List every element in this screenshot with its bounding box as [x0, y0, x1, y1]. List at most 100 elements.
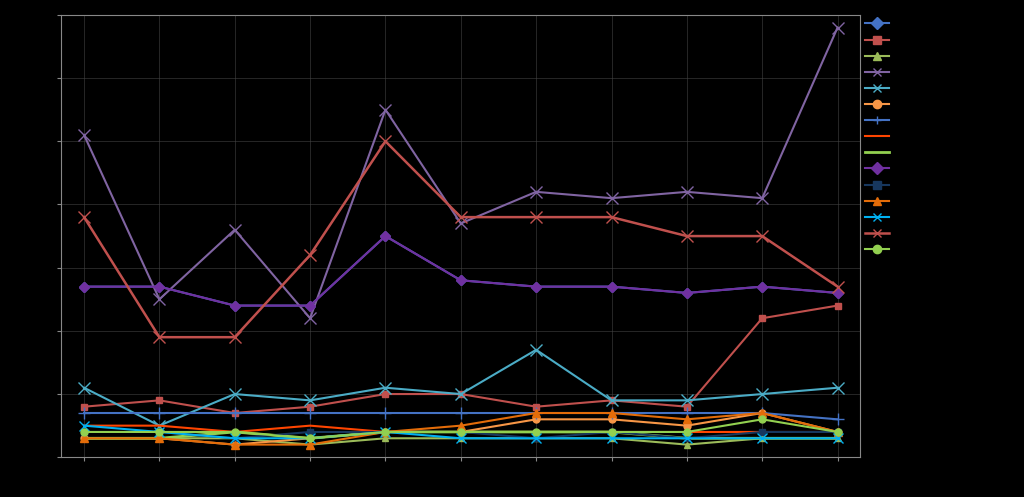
s7_blue_plus: [228, 410, 241, 416]
s8_red_line: [379, 429, 391, 435]
s8_red_line: [605, 429, 617, 435]
s2_red_square: [756, 315, 768, 321]
s3_green_tri: [831, 435, 844, 441]
s6_orange_circle: [228, 442, 241, 448]
s15_green_circle: [379, 429, 391, 435]
s15_green_circle: [831, 429, 844, 435]
s3_green_tri: [530, 435, 543, 441]
s9_green_line: [530, 429, 543, 435]
s2_red_square: [455, 391, 467, 397]
s8_red_line: [681, 429, 693, 435]
s8_red_line: [228, 429, 241, 435]
s11_blue_square: [455, 429, 467, 435]
s9_green_line: [756, 435, 768, 441]
s11_blue_square: [605, 429, 617, 435]
Line: s4_purple_x: s4_purple_x: [79, 22, 843, 324]
s11_blue_square: [78, 429, 90, 435]
s15_green_circle: [228, 429, 241, 435]
s9_green_line: [304, 435, 316, 441]
s13_lightblue_x: [154, 429, 166, 435]
s13_lightblue_x: [228, 435, 241, 441]
s7_blue_plus: [455, 410, 467, 416]
s14_salmon_x: [530, 214, 543, 220]
s2_red_square: [831, 303, 844, 309]
s1_blue_diamond: [831, 290, 844, 296]
s7_blue_plus: [756, 410, 768, 416]
s10_violet_diamond: [756, 284, 768, 290]
s1_blue_diamond: [756, 284, 768, 290]
s13_lightblue_x: [605, 435, 617, 441]
s12_orange_tri: [605, 410, 617, 416]
s8_red_line: [756, 429, 768, 435]
s11_blue_square: [681, 435, 693, 441]
s12_orange_tri: [756, 410, 768, 416]
s13_lightblue_x: [304, 435, 316, 441]
s3_green_tri: [379, 435, 391, 441]
s8_red_line: [304, 422, 316, 428]
Line: s11_blue_square: s11_blue_square: [81, 428, 841, 442]
Line: s5_teal_x: s5_teal_x: [79, 344, 843, 431]
s2_red_square: [681, 404, 693, 410]
Line: s12_orange_tri: s12_orange_tri: [80, 409, 842, 449]
s10_violet_diamond: [455, 277, 467, 283]
s1_blue_diamond: [304, 303, 316, 309]
s10_violet_diamond: [530, 284, 543, 290]
s9_green_line: [379, 429, 391, 435]
s15_green_circle: [756, 416, 768, 422]
s6_orange_circle: [78, 435, 90, 441]
s4_purple_x: [455, 221, 467, 227]
s5_teal_x: [756, 391, 768, 397]
Line: s13_lightblue_x: s13_lightblue_x: [79, 421, 843, 443]
s8_red_line: [831, 429, 844, 435]
s4_purple_x: [530, 189, 543, 195]
s4_purple_x: [681, 189, 693, 195]
s2_red_square: [154, 398, 166, 404]
s2_red_square: [304, 404, 316, 410]
s14_salmon_x: [756, 233, 768, 239]
s12_orange_tri: [681, 416, 693, 422]
s7_blue_plus: [530, 410, 543, 416]
s5_teal_x: [304, 398, 316, 404]
s12_orange_tri: [455, 422, 467, 428]
Line: s10_violet_diamond: s10_violet_diamond: [81, 233, 841, 309]
s4_purple_x: [228, 227, 241, 233]
s4_purple_x: [605, 195, 617, 201]
s4_purple_x: [831, 24, 844, 30]
s3_green_tri: [228, 435, 241, 441]
s3_green_tri: [78, 435, 90, 441]
s8_red_line: [530, 429, 543, 435]
s15_green_circle: [605, 429, 617, 435]
s5_teal_x: [379, 385, 391, 391]
s8_red_line: [154, 422, 166, 428]
s15_green_circle: [681, 429, 693, 435]
s12_orange_tri: [228, 442, 241, 448]
s13_lightblue_x: [379, 429, 391, 435]
s2_red_square: [605, 398, 617, 404]
s11_blue_square: [154, 429, 166, 435]
s2_red_square: [530, 404, 543, 410]
s6_orange_circle: [154, 435, 166, 441]
s3_green_tri: [681, 442, 693, 448]
s14_salmon_x: [455, 214, 467, 220]
s12_orange_tri: [78, 435, 90, 441]
s5_teal_x: [154, 422, 166, 428]
Line: s9_green_line: s9_green_line: [84, 432, 838, 438]
s2_red_square: [228, 410, 241, 416]
Line: s14_salmon_x: s14_salmon_x: [79, 136, 843, 343]
s7_blue_plus: [78, 410, 90, 416]
s3_green_tri: [304, 442, 316, 448]
s11_blue_square: [831, 429, 844, 435]
Legend: , , , , , , , , , , , , , , : , , , , , , , , , , , , , ,: [860, 15, 897, 259]
s9_green_line: [455, 429, 467, 435]
s11_blue_square: [228, 435, 241, 441]
s6_orange_circle: [304, 435, 316, 441]
s6_orange_circle: [530, 416, 543, 422]
Line: s1_blue_diamond: s1_blue_diamond: [81, 233, 841, 309]
s4_purple_x: [154, 296, 166, 302]
s5_teal_x: [78, 385, 90, 391]
s6_orange_circle: [379, 429, 391, 435]
s14_salmon_x: [605, 214, 617, 220]
s13_lightblue_x: [78, 422, 90, 428]
s11_blue_square: [304, 429, 316, 435]
s6_orange_circle: [455, 429, 467, 435]
